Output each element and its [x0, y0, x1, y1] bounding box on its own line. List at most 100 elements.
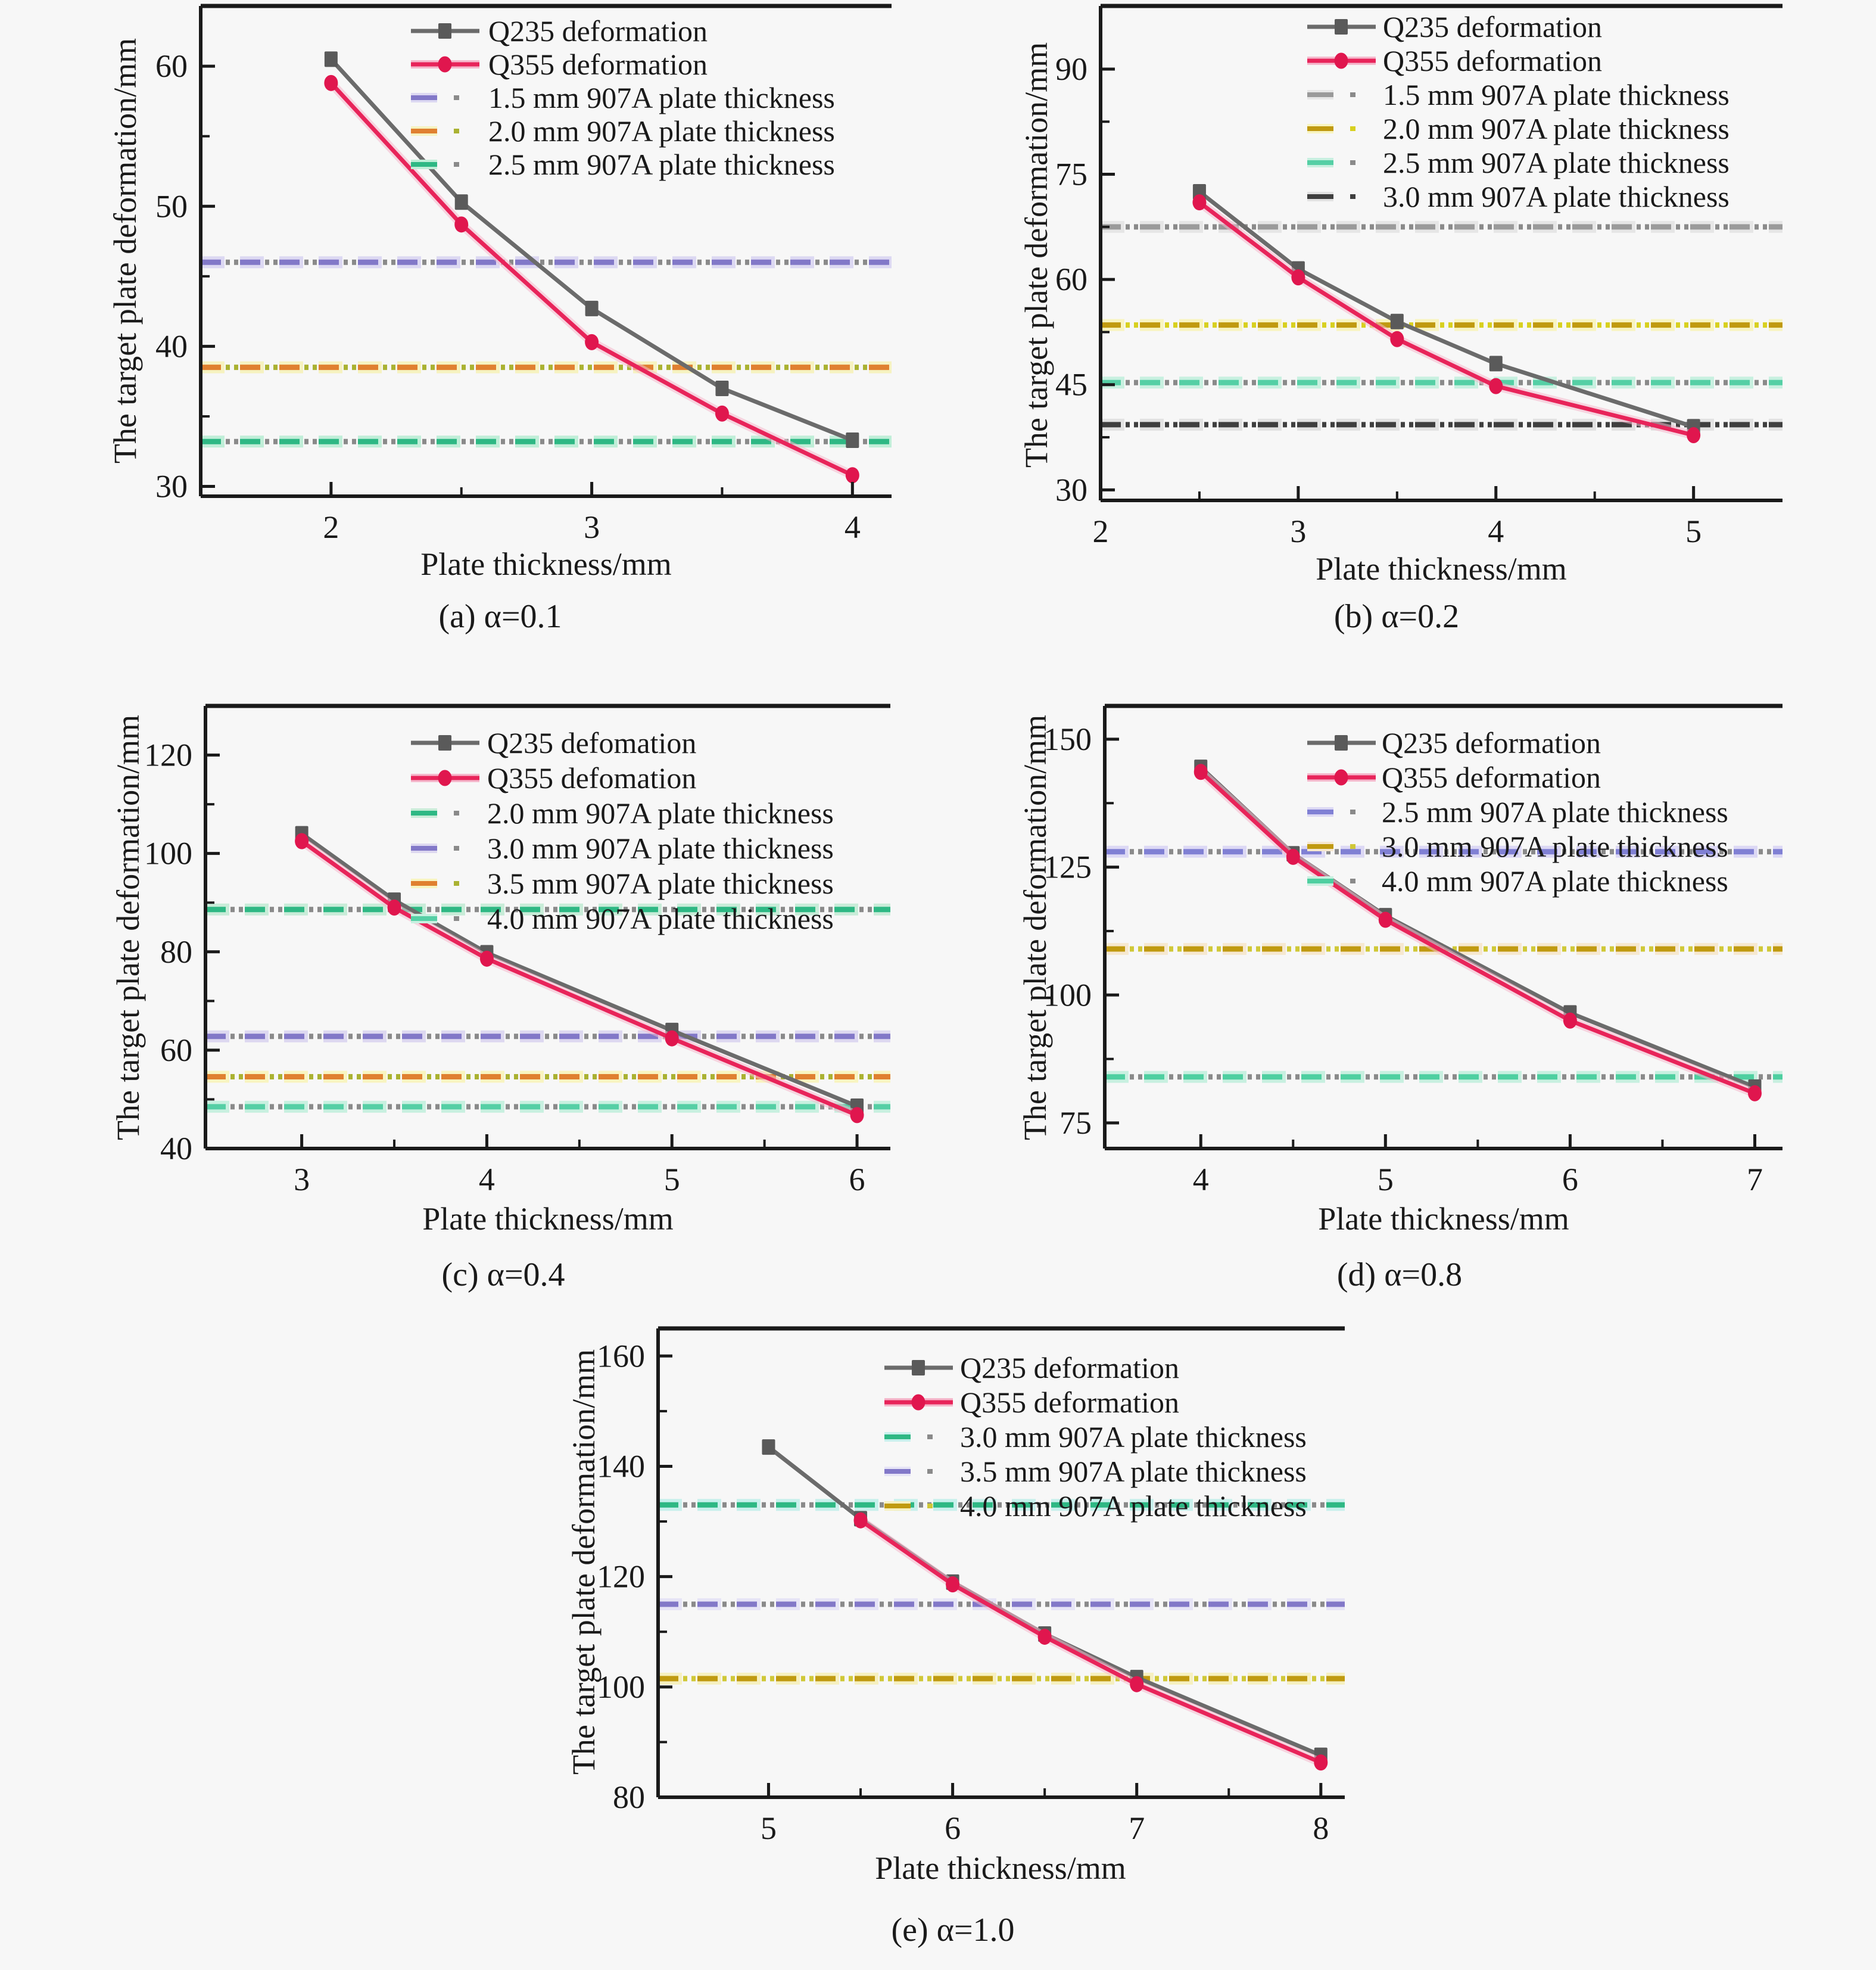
series-marker-square [324, 51, 338, 67]
legend-label: 2.5 mm 907A plate thickness [488, 148, 835, 181]
y-tick-label: 60 [1055, 262, 1087, 297]
legend-series-marker [438, 23, 451, 39]
y-tick-label: 40 [155, 328, 188, 364]
legend-series-marker [438, 770, 452, 786]
series-marker-square [1489, 356, 1503, 372]
legend-label: 2.0 mm 907A plate thickness [487, 796, 834, 830]
series-marker-circle [479, 950, 494, 967]
legend-label: 2.0 mm 907A plate thickness [488, 114, 835, 148]
chart-c-caption: (c) α=0.4 [441, 1256, 565, 1293]
chart-e-axes: 5 6 7 8 80 100 120 140 160 [597, 1326, 1345, 1846]
chart-c-y-axis-label: The target plate deformation/mm [110, 714, 146, 1141]
chart-c-x-axis-label: Plate thickness/mm [422, 1201, 674, 1237]
y-tick-label: 60 [160, 1032, 192, 1068]
legend-label: Q355 deformation [1383, 44, 1602, 77]
chart-b-caption: (b) α=0.2 [1333, 598, 1460, 635]
y-tick-label: 150 [1043, 721, 1092, 757]
legend-series-marker [1335, 735, 1348, 751]
y-tick-label: 120 [597, 1559, 645, 1595]
chart-c-axes: 3 4 5 6 40 60 80 100 120 [144, 704, 890, 1197]
y-tick-label: 80 [613, 1779, 645, 1815]
chart-d-y-axis-label: The target plate deformation/mm [1017, 714, 1053, 1141]
legend-label: Q355 defomation [487, 761, 696, 795]
chart-d-axes: 4 5 6 7 75 100 125 150 [1043, 704, 1782, 1197]
x-tick-label: 3 [1290, 513, 1306, 549]
series-marker-circle [1037, 1629, 1052, 1645]
chart-e-caption: (e) α=1.0 [891, 1912, 1015, 1949]
series-marker-circle [715, 405, 729, 422]
y-tick-label: 40 [160, 1131, 192, 1166]
y-tick-label: 75 [1055, 157, 1087, 192]
chart-a-x-axis-label: Plate thickness/mm [420, 546, 672, 582]
series-marker-square [762, 1439, 775, 1455]
series-marker-circle [850, 1107, 864, 1124]
legend-label: 1.5 mm 907A plate thickness [488, 81, 835, 114]
x-tick-label: 4 [844, 509, 861, 545]
chart-c-hlines [205, 903, 890, 1113]
chart-a-caption: (a) α=0.1 [438, 598, 562, 635]
chart-c-series [295, 826, 864, 1124]
series-marker-circle [946, 1576, 960, 1593]
legend-series-marker [1334, 52, 1348, 69]
legend-series-marker [912, 1360, 925, 1375]
y-tick-label: 100 [1043, 977, 1092, 1013]
legend-series-marker [1334, 769, 1348, 786]
x-tick-label: 3 [294, 1162, 310, 1197]
series-marker-circle [1286, 848, 1300, 865]
legend-label: 4.0 mm 907A plate thickness [960, 1489, 1307, 1523]
legend-label: Q235 deformation [1382, 726, 1601, 760]
series-marker-circle [324, 74, 338, 91]
y-tick-label: 120 [144, 737, 192, 773]
legend-label: Q235 deformation [960, 1351, 1179, 1384]
x-tick-label: 5 [761, 1810, 777, 1846]
series-marker-circle [295, 833, 309, 849]
x-tick-label: 6 [849, 1162, 865, 1197]
y-tick-label: 100 [597, 1669, 645, 1705]
legend-series-marker [438, 56, 452, 73]
series-marker-circle [845, 467, 859, 484]
legend-label: Q235 deformation [1383, 10, 1602, 43]
series-marker-circle [1563, 1012, 1577, 1029]
series-marker-circle [387, 899, 401, 916]
series-marker-circle [1291, 269, 1305, 286]
x-tick-label: 4 [1193, 1162, 1209, 1197]
chart-e-x-axis-label: Plate thickness/mm [875, 1850, 1126, 1886]
y-tick-label: 60 [155, 48, 188, 84]
chart-d-series [1193, 760, 1762, 1101]
chart-e-y-axis-label: The target plate deformation/mm [566, 1349, 602, 1775]
chart-e-series [762, 1439, 1328, 1771]
x-tick-label: 5 [664, 1162, 680, 1197]
legend-label: 2.5 mm 907A plate thickness [1382, 795, 1728, 829]
y-tick-label: 50 [155, 188, 188, 224]
legend-label: 4.0 mm 907A plate thickness [487, 902, 834, 935]
x-tick-label: 6 [945, 1810, 961, 1846]
chart-a-axes: 2 3 4 30 40 50 60 [155, 4, 892, 545]
legend-label: Q355 deformation [1382, 761, 1601, 794]
series-marker-circle [1687, 427, 1701, 444]
series-marker-circle [1192, 194, 1207, 211]
series-marker-circle [1314, 1754, 1328, 1771]
legend-label: 3.5 mm 907A plate thickness [487, 867, 834, 900]
chart-b-y-axis-label: The target plate deformation/mm [1018, 42, 1054, 468]
chart-a-y-axis-label: The target plate deformation/mm [107, 38, 143, 464]
legend-series-marker [911, 1394, 925, 1411]
series-marker-square [715, 380, 729, 396]
series-marker-circle [1390, 331, 1404, 347]
chart-b-x-axis-label: Plate thickness/mm [1316, 551, 1567, 587]
y-tick-label: 125 [1043, 849, 1092, 885]
y-tick-label: 45 [1055, 367, 1087, 403]
chart-b-hlines [1101, 220, 1782, 431]
y-tick-label: 140 [597, 1448, 645, 1484]
x-tick-label: 2 [1093, 513, 1109, 549]
legend-label: Q355 deformation [960, 1386, 1179, 1419]
y-tick-label: 160 [597, 1338, 645, 1374]
legend-label: 3.0 mm 907A plate thickness [1382, 830, 1728, 863]
